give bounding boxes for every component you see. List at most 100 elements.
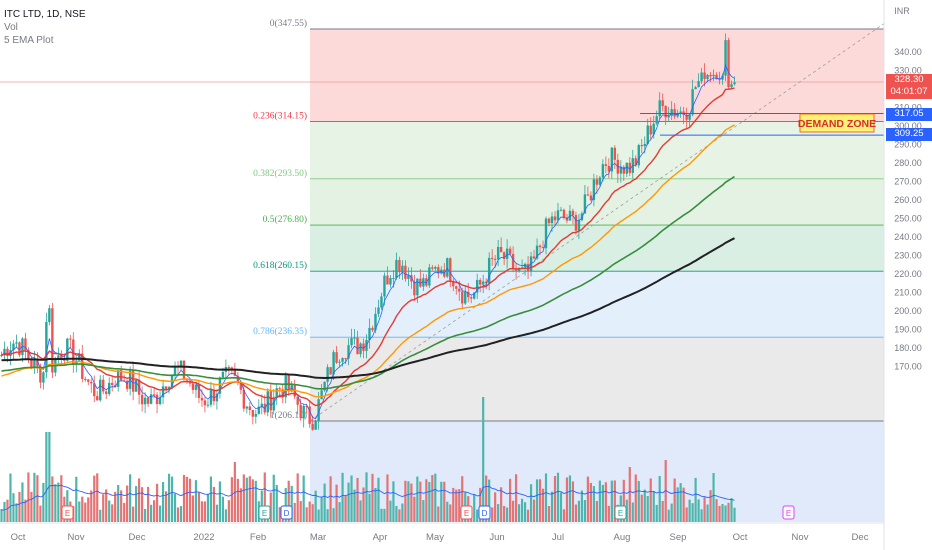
candle-body — [499, 246, 503, 253]
volume-bar — [365, 472, 368, 522]
volume-ma-line — [1, 484, 735, 511]
candle-body — [57, 355, 60, 359]
candle-body — [110, 382, 114, 386]
volume-bar — [126, 485, 129, 522]
volume-bar — [565, 477, 569, 522]
volume-bar — [503, 505, 506, 522]
y-tick-label: 300.00 — [894, 121, 922, 131]
candle-body — [577, 220, 581, 231]
volume-bar — [239, 488, 242, 522]
volume-bar — [114, 491, 117, 522]
volume-bar — [676, 487, 679, 522]
candle-body — [386, 275, 389, 285]
volume-bar — [392, 481, 395, 522]
candle-body — [544, 218, 548, 249]
volume-indicator-label[interactable]: Vol — [4, 22, 18, 33]
candle-body — [48, 308, 51, 322]
candle-body — [102, 379, 105, 392]
symbol-title[interactable]: ITC LTD, 1D, NSE — [4, 9, 86, 20]
volume-bar — [622, 479, 625, 522]
candle-body — [197, 384, 201, 398]
candle-body — [422, 278, 425, 287]
volume-bar — [500, 487, 503, 522]
candle-body — [514, 269, 518, 271]
volume-bar — [685, 507, 688, 522]
candle-body — [700, 72, 703, 82]
candle-body — [455, 286, 458, 289]
candle-body — [583, 194, 587, 214]
candle-body — [254, 413, 258, 417]
volume-bar — [562, 509, 566, 522]
volume-bar — [332, 508, 335, 522]
volume-bar — [491, 507, 494, 522]
candle-body — [164, 386, 168, 391]
fib-band-4 — [310, 271, 884, 338]
candle-body — [173, 366, 177, 375]
volume-bar — [275, 484, 278, 522]
y-tick-label: 240.00 — [894, 232, 922, 242]
volume-bar — [105, 489, 108, 522]
volume-bar — [48, 432, 51, 522]
volume-bar — [108, 500, 111, 522]
candle-body — [140, 394, 144, 405]
candle-body — [715, 74, 718, 80]
volume-bar — [338, 502, 341, 522]
volume-bar — [374, 487, 377, 522]
event-marker-1 — [258, 505, 271, 520]
x-tick-label: Nov — [68, 532, 85, 543]
volume-bar — [123, 502, 126, 522]
currency-label: INR — [894, 6, 910, 16]
volume-bar — [541, 488, 545, 522]
candle-body — [296, 396, 299, 405]
volume-bar — [368, 493, 371, 522]
candle-body — [625, 162, 628, 174]
volume-bar — [697, 499, 700, 522]
y-tick-label: 280.00 — [894, 158, 922, 168]
candle-body — [353, 337, 356, 339]
candle-body — [395, 259, 398, 278]
volume-bar — [78, 501, 81, 522]
volume-bar — [9, 473, 12, 522]
volume-bar — [287, 480, 290, 522]
candle-body — [0, 355, 3, 357]
volume-bar — [93, 475, 96, 522]
volume-bar — [512, 500, 515, 522]
volume-bar — [479, 487, 482, 522]
volume-bar — [473, 494, 476, 522]
candle-body — [39, 366, 42, 383]
y-tick-label: 200.00 — [894, 306, 922, 316]
volume-bar — [99, 509, 102, 522]
volume-bar — [712, 473, 715, 522]
candle-body — [116, 370, 120, 387]
volume-bar — [138, 478, 141, 522]
candle-body — [81, 353, 84, 379]
candle-body — [580, 213, 584, 221]
candle-body — [191, 383, 195, 390]
volume-bar — [141, 487, 144, 522]
volume-bar — [146, 486, 150, 522]
volume-bar — [102, 494, 105, 522]
x-tick-label: Aug — [614, 532, 631, 543]
candle-body — [218, 377, 222, 394]
event-marker-2 — [280, 505, 293, 520]
ema-indicator-label[interactable]: 5 EMA Plot — [4, 35, 54, 46]
y-tick-label: 270.00 — [894, 177, 922, 187]
fib-label-0: 0(347.55) — [270, 18, 307, 29]
volume-bar — [514, 474, 518, 522]
event-marker-label-0: E — [65, 509, 70, 518]
candle-body — [194, 384, 198, 390]
candle-body — [425, 278, 428, 286]
volume-bar — [221, 496, 224, 522]
candle-body — [550, 216, 554, 224]
fib-label-2: 0.382(293.50) — [253, 168, 307, 179]
volume-bar — [212, 486, 216, 522]
candle-body — [691, 89, 694, 115]
candle-body — [359, 343, 362, 355]
x-tick-label: Oct — [11, 532, 26, 543]
volume-bar — [54, 484, 57, 522]
volume-bar — [398, 509, 401, 522]
candle-body — [93, 383, 96, 397]
volume-bar — [422, 500, 425, 522]
candle-body — [652, 123, 655, 135]
